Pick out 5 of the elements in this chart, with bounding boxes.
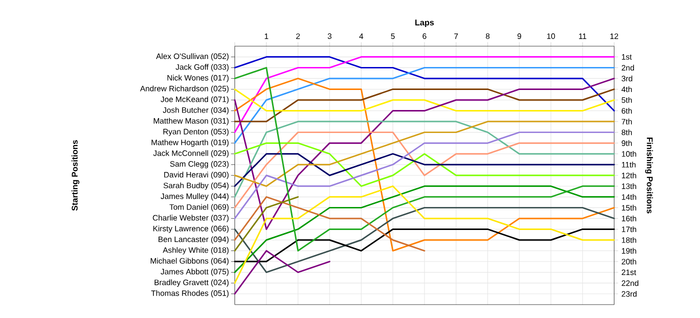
line-series [234, 196, 426, 252]
y-axis-title: Finishing Positions [645, 137, 653, 214]
text: Starting Positions [72, 140, 80, 210]
line-series [234, 250, 330, 294]
x-axis-title: Laps [415, 19, 434, 27]
